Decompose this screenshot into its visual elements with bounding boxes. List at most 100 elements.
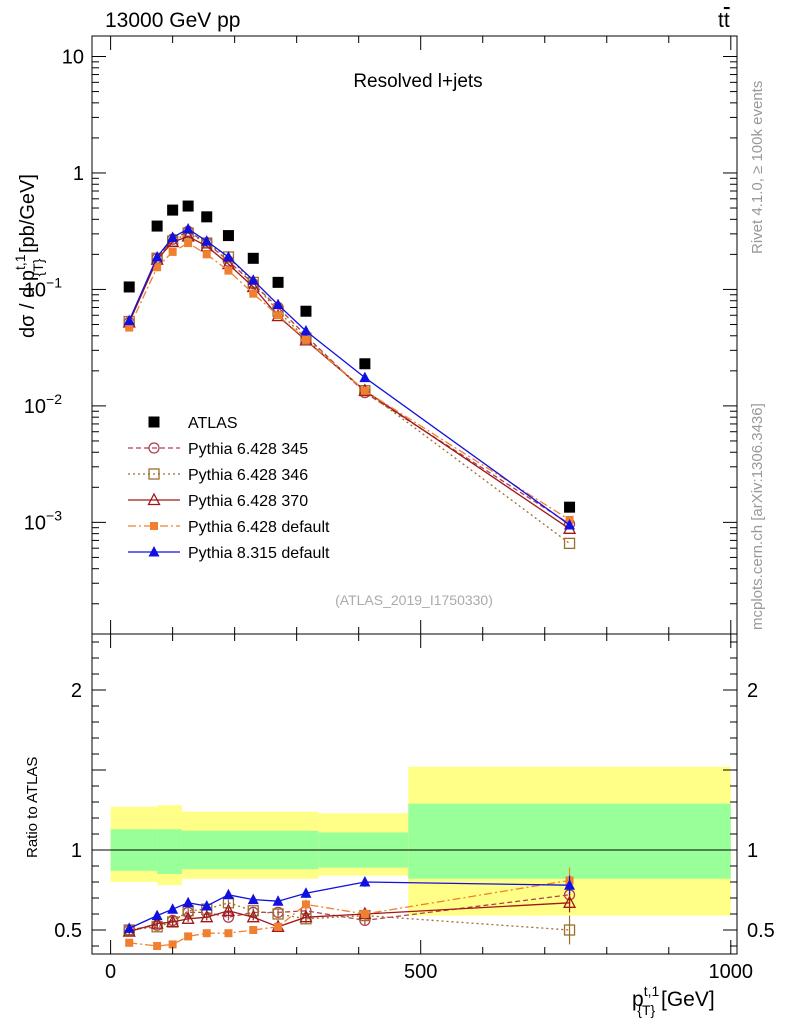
main-point — [359, 358, 371, 370]
main-point — [563, 537, 576, 550]
main-point — [201, 235, 213, 246]
ratio-panel: 0.5 0.5 1 1 2 2 0 500 1000 Ratio to ATLAS pt,1 {T… — [24, 633, 775, 1018]
x-tick-label: 0 — [105, 961, 116, 983]
main-point — [272, 298, 284, 310]
y-tick-label: 10−1 — [24, 274, 62, 301]
legend-label: Pythia 8.315 default — [188, 545, 330, 562]
ratio-series-4 — [123, 875, 576, 933]
ratio-point — [168, 940, 177, 949]
ratio-y-tick-label: 1 — [71, 840, 82, 862]
ratio-band-green — [408, 803, 731, 879]
xlabel-unit: [GeV] — [655, 988, 715, 1011]
main-point — [564, 518, 576, 530]
main-point — [184, 239, 193, 248]
header-left: 13000 GeV pp — [105, 9, 240, 32]
main-point — [359, 371, 371, 383]
main-point — [249, 289, 258, 298]
legend: ATLAS Pythia 6.428 345 Pythia 6.428 346 Pyt… — [128, 415, 330, 562]
main-point — [360, 386, 369, 395]
main-point — [123, 314, 135, 326]
ratio-point — [301, 900, 310, 909]
ratio-y-tick-label-right: 1 — [747, 840, 758, 862]
legend-marker — [147, 492, 161, 506]
ratio-point — [201, 900, 213, 911]
main-point — [224, 266, 233, 275]
main-point — [247, 252, 259, 264]
header-t: t — [718, 9, 724, 32]
ratio-point — [181, 911, 195, 924]
main-series-5 — [123, 223, 576, 530]
xlabel-p: p — [632, 988, 644, 1011]
main-series-0 — [123, 200, 576, 513]
ratio-point — [360, 910, 369, 918]
ratio-point — [247, 893, 259, 905]
ylabel-text: dσ / d p — [17, 270, 39, 338]
main-point — [182, 223, 194, 234]
y-tick-label: 10 — [62, 47, 84, 69]
x-tick-label: 1000 — [709, 961, 754, 983]
main-point — [151, 220, 163, 232]
ratio-point — [224, 929, 233, 938]
main-point — [167, 231, 179, 242]
ylabel-sub: {T} — [30, 258, 46, 276]
main-point — [301, 335, 310, 344]
main-point — [182, 200, 194, 212]
ratio-point — [200, 909, 214, 923]
legend-label: Pythia 6.428 370 — [188, 493, 308, 510]
main-series-layer — [122, 200, 577, 550]
ylabel-sup: t,1 — [12, 254, 28, 270]
header-right: tt — [718, 9, 730, 32]
ratio-y-tick-label: 2 — [71, 680, 82, 702]
main-point — [222, 250, 234, 262]
legend-marker — [148, 442, 160, 454]
ratio-point — [202, 929, 211, 938]
main-point — [222, 230, 234, 242]
main-series-line — [128, 235, 570, 530]
ratio-y-tick-label-right: 0.5 — [747, 920, 775, 942]
ratio-point — [184, 932, 193, 941]
y-tick-label: 10−2 — [24, 391, 62, 418]
main-point — [125, 323, 134, 332]
main-ylabel: dσ / d pt,1 {T} [pb/GeV] — [12, 174, 46, 338]
plot-title: Resolved l+jets — [353, 71, 482, 92]
ratio-frame — [91, 633, 738, 955]
rivet-label: Rivet 4.1.0, ≥ 100k events — [749, 81, 766, 254]
ratio-point — [563, 924, 576, 936]
y-tick-label: 10−3 — [24, 507, 62, 534]
ratio-y-tick-label: 0.5 — [54, 920, 82, 942]
main-ticks: 10 1 10−1 10−2 10−3 — [24, 36, 737, 634]
ratio-point — [246, 909, 260, 923]
ratio-point — [151, 909, 163, 921]
main-point — [153, 263, 162, 272]
ratio-point — [150, 916, 164, 929]
ratio-series-layer — [122, 867, 577, 950]
main-xlabel: pt,1 {T} [GeV] — [632, 983, 715, 1018]
ratio-point — [562, 895, 577, 908]
analysis-watermark: (ATLAS_2019_I1750330) — [335, 592, 493, 608]
header-tbar: t — [724, 9, 730, 32]
ratio-point — [222, 888, 234, 900]
ratio-point — [272, 908, 284, 920]
main-point — [300, 305, 312, 317]
ratio-ylabel: Ratio to ATLAS — [24, 757, 41, 858]
legend-label: ATLAS — [188, 415, 238, 432]
main-point — [300, 324, 312, 336]
main-point — [168, 247, 177, 256]
xlabel-sub: {T} — [637, 1002, 655, 1018]
ratio-point — [123, 922, 135, 933]
main-panel: 10 1 10−1 10−2 10−3 Resolved l+jets (ATLAS_2… — [12, 35, 738, 635]
ratio-band-green — [157, 829, 182, 874]
ratio-y-tick-label-right: 2 — [747, 680, 758, 702]
main-point — [167, 204, 179, 216]
ratio-point — [182, 896, 194, 908]
legend-marker — [148, 468, 160, 480]
legend-marker — [148, 546, 160, 557]
ylabel-unit: [pb/GeV] — [17, 174, 39, 259]
ratio-point — [272, 895, 284, 906]
ratio-point — [299, 909, 313, 923]
main-point — [202, 250, 211, 259]
ratio-point — [125, 938, 134, 947]
legend-label: Pythia 6.428 345 — [188, 441, 308, 458]
main-point — [201, 211, 213, 223]
